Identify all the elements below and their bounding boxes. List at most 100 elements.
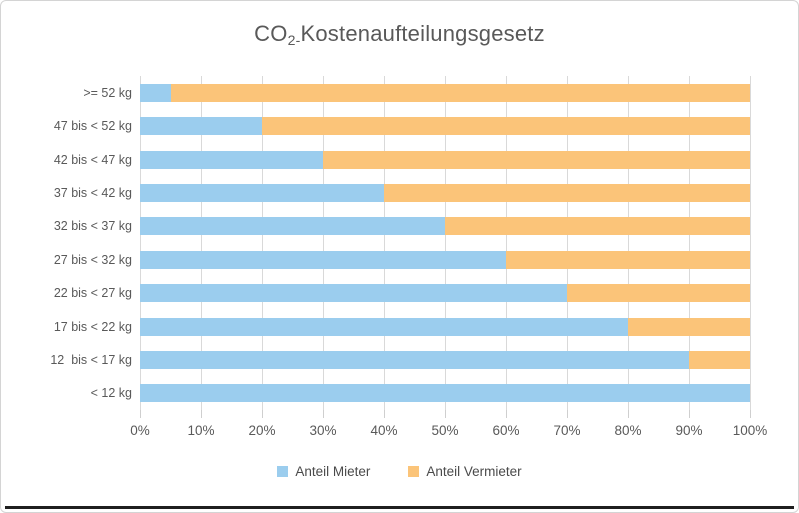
bottom-edge-line <box>5 506 794 509</box>
legend: Anteil Mieter Anteil Vermieter <box>1 464 798 479</box>
legend-swatch-anteil-vermieter <box>408 466 420 477</box>
stacked-bar <box>140 284 750 303</box>
bar-segment-anteil-mieter <box>140 83 171 102</box>
bar-segment-anteil-vermieter <box>567 284 750 303</box>
y-category-label: 22 bis < 27 kg <box>53 286 132 301</box>
gridline <box>689 76 690 410</box>
bar-row-17-bis-22-kg <box>140 310 750 343</box>
bar-row-32-bis-37-kg <box>140 210 750 243</box>
legend-label: Anteil Vermieter <box>426 464 522 479</box>
chart-title: CO2-Kostenaufteilungsgesetz <box>1 19 798 50</box>
axis-tick <box>567 410 568 418</box>
tick-row <box>140 410 751 418</box>
legend-swatch-anteil-mieter <box>277 466 289 477</box>
axis-tick <box>384 410 385 418</box>
chart-title-subscript: 2- <box>287 31 301 48</box>
axis-tick <box>445 410 446 418</box>
y-category-label: < 12 kg <box>90 386 132 401</box>
x-tick-label: 30% <box>309 423 337 438</box>
axis-tick <box>750 410 751 418</box>
bar-row-12-kg <box>140 377 750 410</box>
bar-segment-anteil-mieter <box>140 317 628 336</box>
y-axis-labels: >= 52 kg 47 bis < 52 kg 42 bis < 47 kg 37 b… <box>1 76 132 410</box>
y-category-label: 42 bis < 47 kg <box>53 152 132 167</box>
gridline <box>262 76 263 410</box>
legend-label: Anteil Mieter <box>295 464 371 479</box>
axis-tick <box>628 410 629 418</box>
x-tick-label: 40% <box>370 423 398 438</box>
bar-row-42-bis-47-kg <box>140 143 750 176</box>
bar-segment-anteil-mieter <box>140 150 323 169</box>
y-category-label: 47 bis < 52 kg <box>53 119 132 134</box>
x-tick-label: 50% <box>431 423 459 438</box>
x-tick-label: 10% <box>187 423 215 438</box>
bar-segment-anteil-vermieter <box>323 150 750 169</box>
bars <box>140 76 750 410</box>
y-category-label: 17 bis < 22 kg <box>53 319 132 334</box>
stacked-bar <box>140 150 750 169</box>
bar-segment-anteil-mieter <box>140 217 445 236</box>
bar-segment-anteil-mieter <box>140 183 384 202</box>
bar-segment-anteil-vermieter <box>262 117 750 136</box>
stacked-bar <box>140 83 750 102</box>
bar-segment-anteil-mieter <box>140 384 750 403</box>
stacked-bar <box>140 217 750 236</box>
x-tick-label: 20% <box>248 423 276 438</box>
bar-segment-anteil-mieter <box>140 250 506 269</box>
chart-title-rest: Kostenaufteilungsgesetz <box>300 21 545 46</box>
x-tick-label: 80% <box>614 423 642 438</box>
bar-segment-anteil-mieter <box>140 117 262 136</box>
bar-row-52-kg <box>140 76 750 109</box>
gridline <box>140 76 141 410</box>
bar-segment-anteil-vermieter <box>445 217 750 236</box>
gridline <box>567 76 568 410</box>
bar-row-47-bis-52-kg <box>140 109 750 142</box>
bar-segment-anteil-vermieter <box>170 83 750 102</box>
axis-tick <box>506 410 507 418</box>
gridline <box>628 76 629 410</box>
bar-segment-anteil-vermieter <box>506 250 750 269</box>
y-category-label: 37 bis < 42 kg <box>53 185 132 200</box>
bar-segment-anteil-vermieter <box>628 317 750 336</box>
gridline <box>506 76 507 410</box>
bar-row-27-bis-32-kg <box>140 243 750 276</box>
axis-tick <box>262 410 263 418</box>
axis-tick <box>201 410 202 418</box>
stacked-bar <box>140 250 750 269</box>
chart-title-prefix: CO <box>254 21 288 46</box>
stacked-bar <box>140 183 750 202</box>
plot-area <box>140 76 751 410</box>
axis-tick <box>140 410 141 418</box>
x-axis-labels: 0% 10% 20% 30% 40% 50% 60% 70% 80% 90% 100% <box>130 423 767 441</box>
x-tick-label: 60% <box>492 423 520 438</box>
stacked-bar <box>140 350 750 369</box>
axis-tick <box>689 410 690 418</box>
y-category-label: 12 bis < 17 kg <box>50 352 132 367</box>
stacked-bar <box>140 317 750 336</box>
x-tick-label: 90% <box>675 423 703 438</box>
gridline <box>384 76 385 410</box>
y-category-label: >= 52 kg <box>83 85 132 100</box>
legend-item-anteil-vermieter: Anteil Vermieter <box>408 464 522 479</box>
y-category-label: 32 bis < 37 kg <box>53 219 132 234</box>
x-tick-label: 70% <box>553 423 581 438</box>
gridline <box>323 76 324 410</box>
x-tick-label: 100% <box>732 423 768 438</box>
y-category-label: 27 bis < 32 kg <box>53 252 132 267</box>
gridline <box>750 76 751 410</box>
bar-segment-anteil-mieter <box>140 284 567 303</box>
gridline <box>201 76 202 410</box>
legend-item-anteil-mieter: Anteil Mieter <box>277 464 370 479</box>
bar-segment-anteil-vermieter <box>384 183 750 202</box>
bar-row-22-bis-27-kg <box>140 276 750 309</box>
bar-row-37-bis-42-kg <box>140 176 750 209</box>
stacked-bar <box>140 384 750 403</box>
gridline <box>445 76 446 410</box>
x-tick-label: 0% <box>130 423 150 438</box>
stacked-bar <box>140 117 750 136</box>
axis-tick <box>323 410 324 418</box>
bar-segment-anteil-mieter <box>140 350 689 369</box>
bar-segment-anteil-vermieter <box>689 350 750 369</box>
bar-row-12-bis-17-kg <box>140 343 750 376</box>
